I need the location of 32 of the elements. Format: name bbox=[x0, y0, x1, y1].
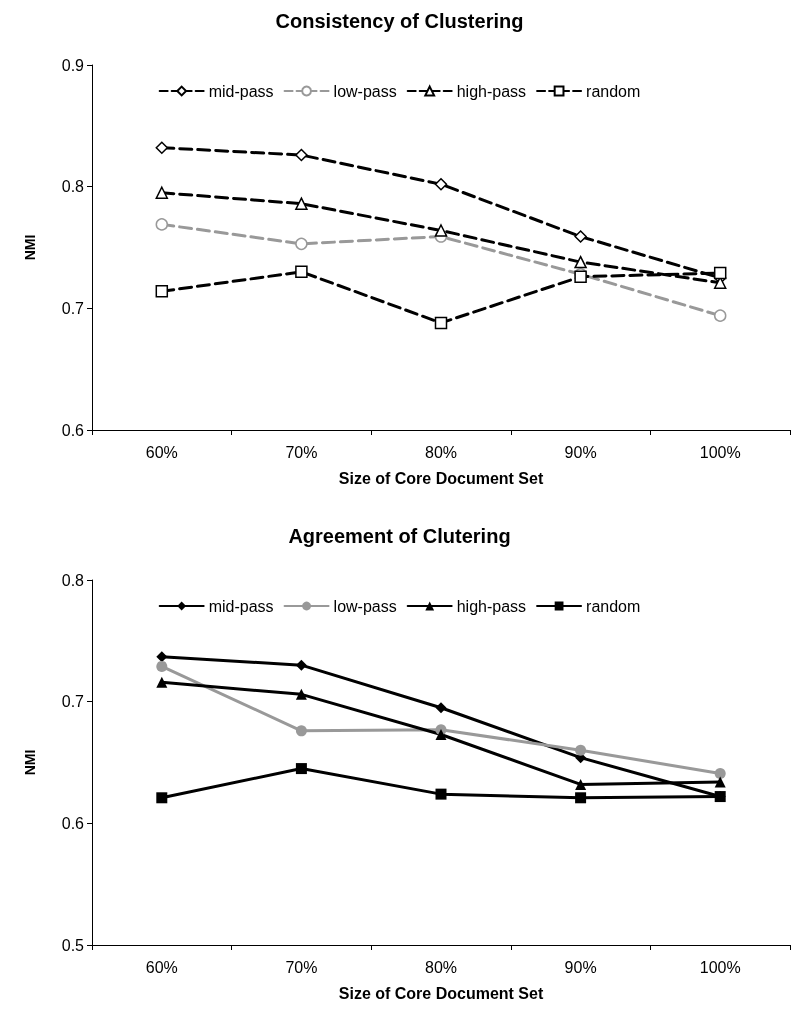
legend-label: mid-pass bbox=[208, 82, 274, 100]
y-axis-title: NMI bbox=[22, 234, 38, 261]
x-tick-label: 70% bbox=[285, 443, 318, 461]
chart-title: Consistency of Clustering bbox=[275, 10, 524, 32]
legend-label: random bbox=[586, 82, 641, 100]
x-axis-title: Size of Core Document Set bbox=[338, 469, 544, 487]
legend-label: low-pass bbox=[333, 82, 397, 100]
y-tick-label: 0.7 bbox=[61, 299, 85, 317]
x-tick-label: 90% bbox=[564, 958, 597, 976]
chart-title: Agreement of Clutering bbox=[288, 525, 511, 547]
legend-label: high-pass bbox=[456, 82, 527, 100]
y-tick-label: 0.8 bbox=[61, 571, 85, 589]
x-axis-title: Size of Core Document Set bbox=[338, 984, 544, 1002]
legend-label: low-pass bbox=[333, 597, 397, 615]
x-tick-label: 100% bbox=[699, 443, 741, 461]
y-tick-label: 0.6 bbox=[61, 814, 85, 832]
x-tick-label: 100% bbox=[699, 958, 741, 976]
y-tick-label: 0.9 bbox=[61, 56, 85, 74]
x-tick-label: 90% bbox=[564, 443, 597, 461]
legend-label: random bbox=[586, 597, 641, 615]
x-tick-label: 60% bbox=[145, 443, 178, 461]
y-tick-label: 0.7 bbox=[61, 693, 85, 711]
y-tick-label: 0.5 bbox=[61, 936, 85, 954]
y-tick-label: 0.6 bbox=[61, 421, 85, 439]
x-tick-label: 80% bbox=[424, 958, 458, 976]
legend-label: high-pass bbox=[456, 597, 527, 615]
x-tick-label: 60% bbox=[145, 958, 178, 976]
legend-label: mid-pass bbox=[208, 597, 274, 615]
x-tick-label: 80% bbox=[424, 443, 458, 461]
y-tick-label: 0.8 bbox=[61, 178, 85, 196]
x-tick-label: 70% bbox=[285, 958, 318, 976]
y-axis-title: NMI bbox=[22, 749, 38, 776]
